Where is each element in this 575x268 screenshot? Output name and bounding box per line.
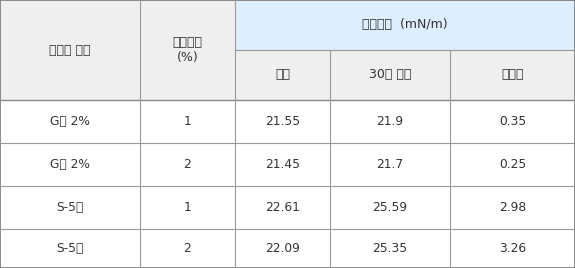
Text: 수용액 종류: 수용액 종류 xyxy=(49,43,91,57)
Text: 3.26: 3.26 xyxy=(499,242,526,255)
Text: 혼합비율
(%): 혼합비율 (%) xyxy=(172,36,202,64)
Text: 2.98: 2.98 xyxy=(499,201,526,214)
Bar xyxy=(140,143,235,186)
Text: 25.59: 25.59 xyxy=(373,201,408,214)
Text: 22.61: 22.61 xyxy=(265,201,300,214)
Text: 2: 2 xyxy=(183,158,191,171)
Bar xyxy=(140,0,235,100)
Ellipse shape xyxy=(230,25,270,55)
Text: S-5번: S-5번 xyxy=(56,242,84,255)
Ellipse shape xyxy=(259,80,310,200)
Bar xyxy=(330,50,450,100)
Text: 22.09: 22.09 xyxy=(265,242,300,255)
Text: S-5번: S-5번 xyxy=(56,201,84,214)
Text: 25.35: 25.35 xyxy=(373,242,408,255)
Bar xyxy=(0,229,140,268)
Text: 0.25: 0.25 xyxy=(499,158,526,171)
Bar xyxy=(140,186,235,229)
Text: 0.35: 0.35 xyxy=(499,115,526,128)
Bar xyxy=(0,0,140,100)
Text: 1: 1 xyxy=(183,201,191,214)
Bar xyxy=(450,229,575,268)
Ellipse shape xyxy=(220,90,260,190)
Text: 표면장력  (mN/m): 표면장력 (mN/m) xyxy=(362,18,448,32)
Text: 2: 2 xyxy=(183,242,191,255)
Bar xyxy=(330,143,450,186)
Bar xyxy=(235,186,330,229)
Bar xyxy=(330,186,450,229)
Bar xyxy=(235,0,575,50)
Ellipse shape xyxy=(246,30,301,100)
Text: 21.7: 21.7 xyxy=(377,158,404,171)
Text: 21.9: 21.9 xyxy=(377,115,404,128)
Bar xyxy=(450,50,575,100)
Bar xyxy=(235,50,330,100)
Text: 21.45: 21.45 xyxy=(265,158,300,171)
Bar xyxy=(235,100,330,143)
Bar xyxy=(0,186,140,229)
Text: 1: 1 xyxy=(183,115,191,128)
Text: 21.55: 21.55 xyxy=(265,115,300,128)
Bar xyxy=(450,143,575,186)
Text: 최초: 최초 xyxy=(275,69,290,81)
Bar xyxy=(330,100,450,143)
Bar xyxy=(140,229,235,268)
Bar xyxy=(0,100,140,143)
Ellipse shape xyxy=(202,15,263,89)
Bar xyxy=(235,143,330,186)
Text: 30분 경과: 30분 경과 xyxy=(369,69,411,81)
Text: 변화량: 변화량 xyxy=(501,69,524,81)
Bar xyxy=(450,100,575,143)
Bar xyxy=(330,229,450,268)
Bar xyxy=(0,143,140,186)
Text: G사 2%: G사 2% xyxy=(50,115,90,128)
Bar xyxy=(140,100,235,143)
Bar xyxy=(235,229,330,268)
Text: G사 2%: G사 2% xyxy=(50,158,90,171)
Bar xyxy=(450,186,575,229)
